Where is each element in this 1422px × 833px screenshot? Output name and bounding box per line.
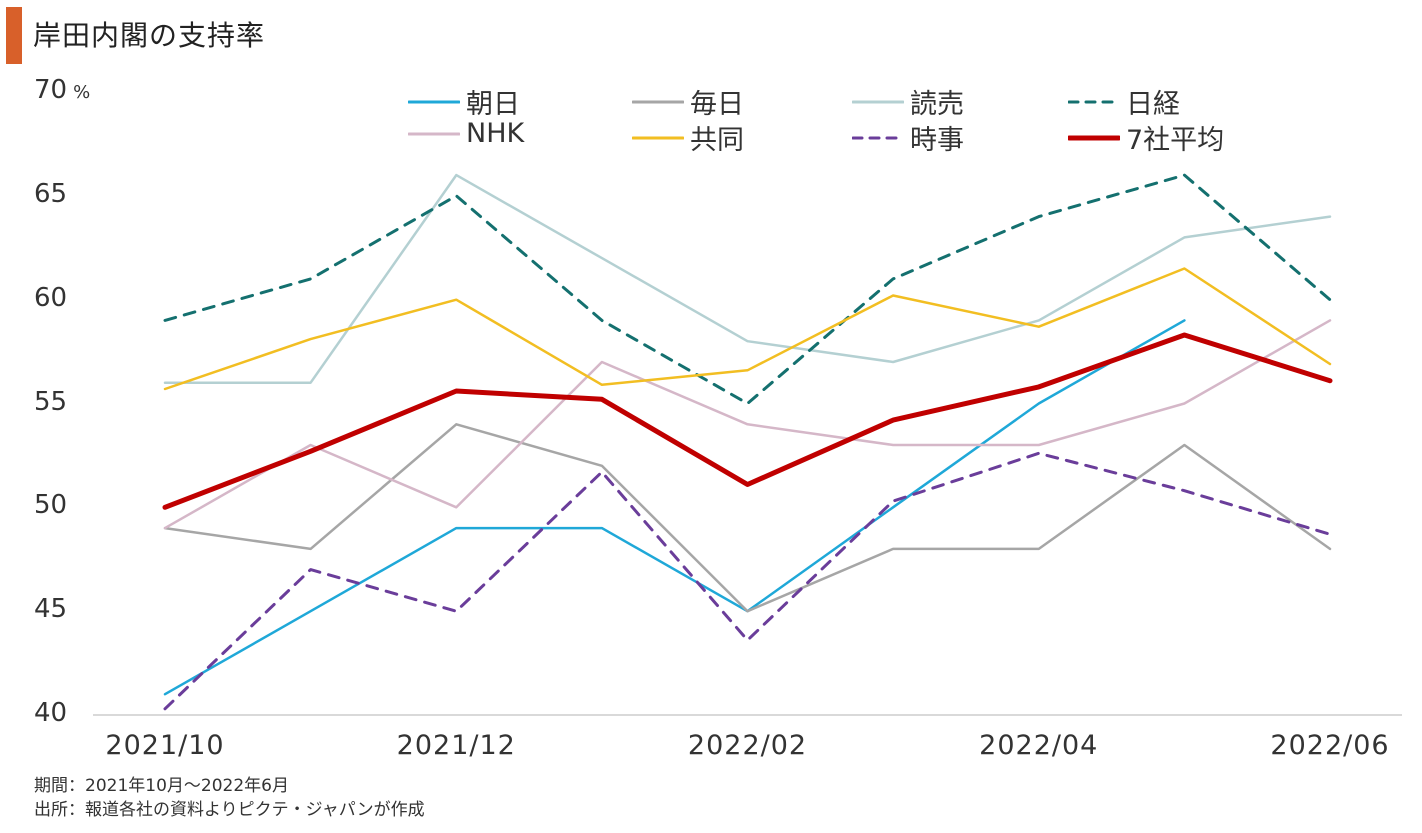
legend-item: 日経 bbox=[1068, 82, 1180, 121]
x-tick-label: 2022/06 bbox=[1270, 730, 1390, 761]
y-unit-label: % bbox=[73, 82, 91, 103]
legend-swatch bbox=[408, 132, 460, 135]
y-tick-label: 70% bbox=[34, 75, 91, 105]
y-tick-label: 60 bbox=[34, 282, 68, 313]
series-line-3 bbox=[163, 173, 1332, 405]
legend-label: 7社平均 bbox=[1126, 125, 1225, 156]
legend-label: NHK bbox=[466, 118, 525, 149]
legend-swatch bbox=[632, 136, 684, 139]
title-accent-bar bbox=[6, 7, 22, 64]
y-tick-label: 65 bbox=[34, 178, 68, 209]
chart-title: 岸田内閣の支持率 bbox=[33, 19, 266, 52]
legend-label: 共同 bbox=[690, 125, 744, 156]
legend-swatch bbox=[632, 100, 684, 103]
y-tick-label: 45 bbox=[34, 594, 68, 625]
legend-item: NHK bbox=[408, 118, 524, 149]
y-tick-label: 55 bbox=[34, 386, 68, 417]
legend-swatch bbox=[1068, 100, 1120, 103]
legend-label: 日経 bbox=[1126, 89, 1180, 120]
legend-label: 読売 bbox=[910, 89, 964, 120]
legend-swatch bbox=[852, 136, 904, 139]
legend-item: 毎日 bbox=[632, 82, 744, 121]
series-layer bbox=[162, 173, 1333, 711]
x-tick-label: 2021/12 bbox=[396, 730, 516, 761]
legend-item: 朝日 bbox=[408, 82, 520, 121]
y-tick-label: 40 bbox=[34, 698, 68, 728]
series-line-7 bbox=[162, 332, 1333, 510]
series-line-5 bbox=[163, 267, 1332, 391]
legend-swatch bbox=[1068, 135, 1120, 140]
legend-item: 7社平均 bbox=[1068, 118, 1224, 157]
series-line-1 bbox=[163, 423, 1332, 613]
legend-label: 時事 bbox=[910, 125, 964, 156]
series-line-6 bbox=[163, 451, 1332, 711]
footnote-source: 出所：報道各社の資料よりピクテ・ジャパンが作成 bbox=[34, 800, 425, 820]
footnote-period: 期間：2021年10月～2022年6月 bbox=[34, 776, 289, 796]
x-tick-label: 2021/10 bbox=[105, 730, 225, 761]
legend-swatch bbox=[852, 100, 904, 103]
y-tick-label: 50 bbox=[34, 490, 68, 521]
series-line-2 bbox=[163, 173, 1332, 384]
legend-item: 時事 bbox=[852, 118, 964, 157]
legend-label: 毎日 bbox=[690, 89, 744, 120]
x-tick-label: 2022/02 bbox=[687, 730, 808, 761]
legend-item: 読売 bbox=[852, 82, 964, 121]
legend-swatch bbox=[408, 100, 460, 103]
series-line-0 bbox=[163, 319, 1186, 696]
x-tick-label: 2022/04 bbox=[979, 730, 1099, 761]
legend-label: 朝日 bbox=[466, 89, 520, 120]
legend-item: 共同 bbox=[632, 118, 744, 157]
series-line-4 bbox=[163, 319, 1332, 530]
